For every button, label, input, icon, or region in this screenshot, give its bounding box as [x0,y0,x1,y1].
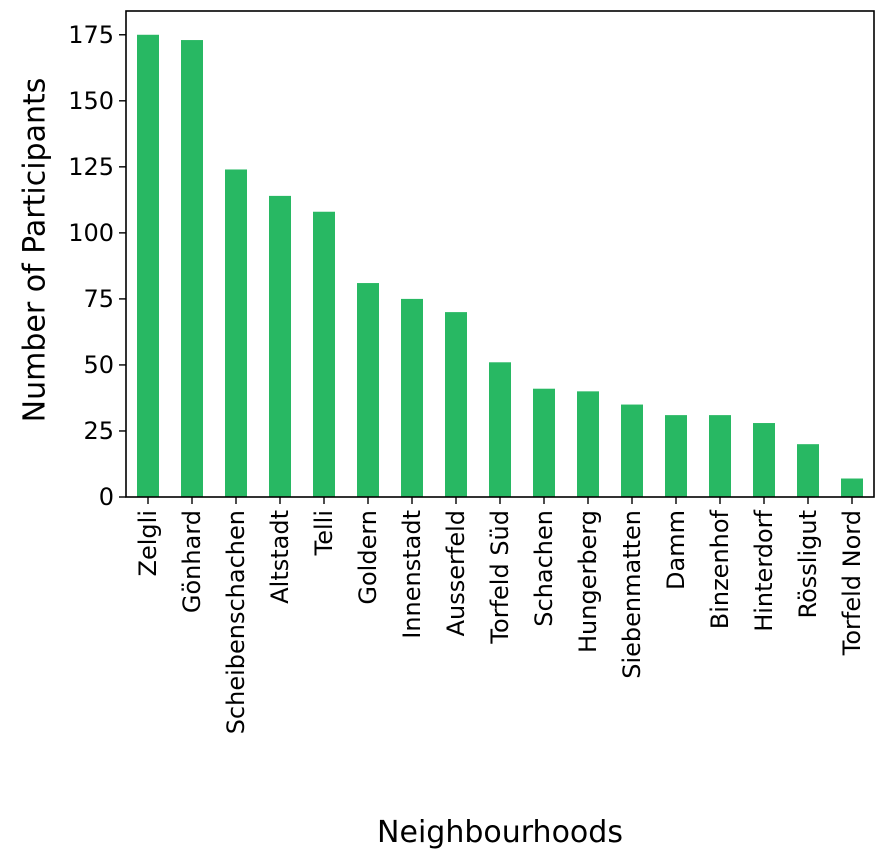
bar-8 [489,362,511,497]
bar-3 [269,195,291,498]
x-tick-label: Zelgli [134,510,162,576]
bar-16 [841,478,863,497]
bar-13 [709,415,731,497]
bar-10 [577,391,599,497]
bar-14 [753,423,775,497]
x-tick-label: Innenstadt [398,510,426,639]
bar-12 [665,415,687,497]
x-tick-label: Damm [662,510,690,590]
bar-0 [137,34,159,498]
bars [137,34,863,498]
y-tick-label: 25 [83,417,114,445]
x-tick-label: Torfeld Nord [838,510,866,656]
x-tick-label: Binzenhof [706,509,734,629]
x-axis-label: Neighbourhoods [377,815,623,850]
bar-2 [225,169,247,497]
y-tick-label: 50 [83,351,114,379]
plot-frame [125,10,875,498]
bar-9 [533,388,555,497]
y-tick-label: 175 [68,21,114,49]
x-tick-label: Siebenmatten [618,510,646,679]
x-tick-label: Goldern [354,510,382,605]
bar-6 [401,298,423,497]
y-tick-label: 150 [68,87,114,115]
bar-7 [445,312,467,497]
y-tick-label: 100 [68,219,114,247]
bar-11 [621,404,643,497]
x-tick-label: Schachen [530,510,558,627]
x-tick-label: Gönhard [178,510,206,613]
y-tick-label: 0 [99,483,114,511]
x-tick-label: Torfeld Süd [486,510,514,645]
x-tick-label: Rössligut [794,510,822,618]
y-axis-label: Number of Participants [18,78,53,423]
bar-15 [797,444,819,497]
x-tick-label: Scheibenschachen [222,510,250,734]
x-tick-label: Ausserfeld [442,510,470,636]
bar-1 [181,40,203,497]
y-tick-label: 75 [83,285,114,313]
x-tick-label: Telli [310,510,338,556]
x-tick-label: Altstadt [266,510,294,604]
x-tick-label: Hungerberg [574,510,602,653]
bar-4 [313,211,335,497]
bar-5 [357,283,379,497]
x-axis-ticks: Zelgli Gönhard Scheibenschachen Altstadt Tel… [134,497,866,734]
x-tick-label: Hinterdorf [750,509,778,631]
y-tick-label: 125 [68,153,114,181]
y-axis-ticks: 0 25 50 75 100 125 150 175 [68,21,126,511]
